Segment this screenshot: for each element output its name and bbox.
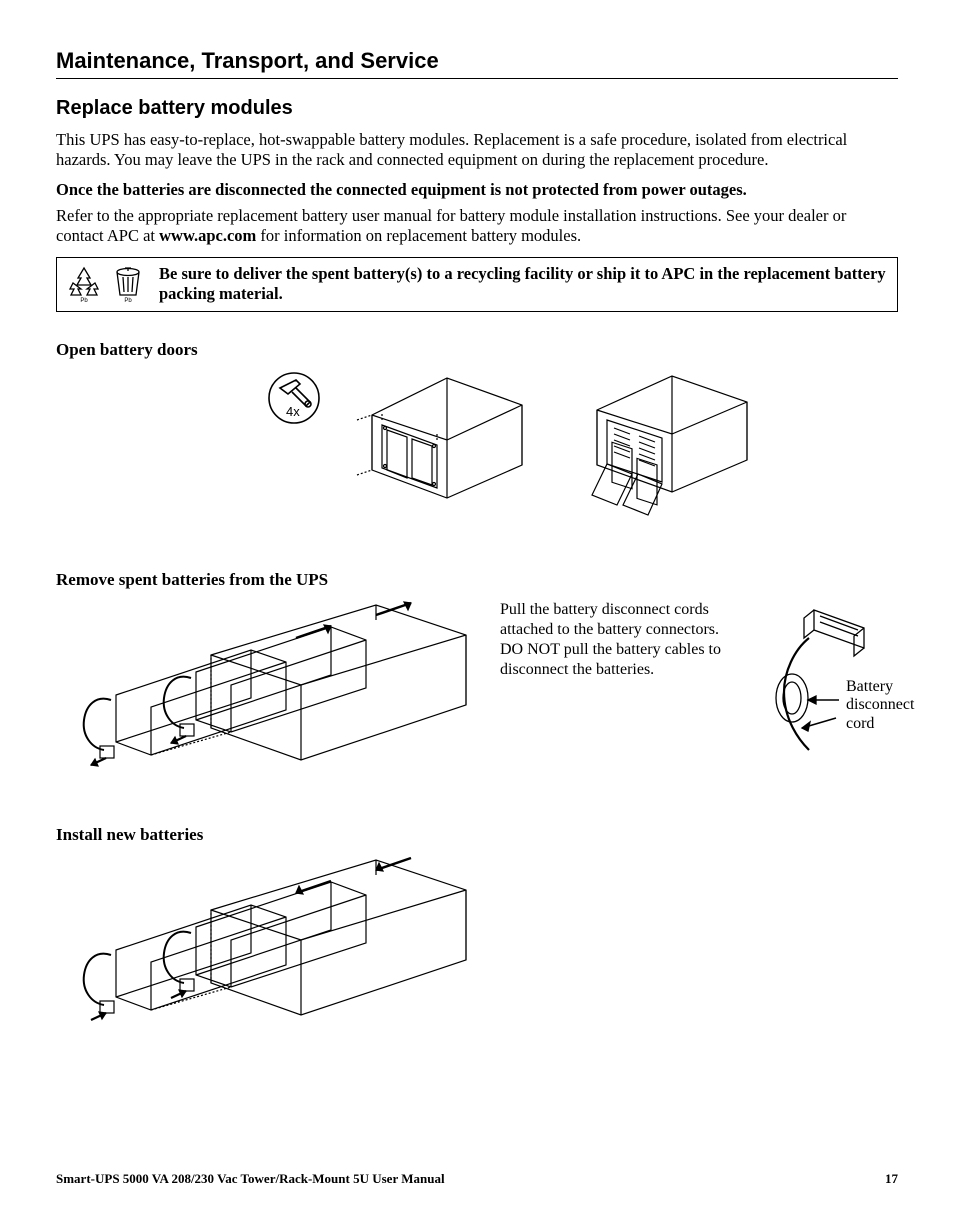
svg-text:Pb: Pb [80, 298, 88, 303]
refer-post: for information on replacement battery m… [256, 226, 581, 245]
footer-page-number: 17 [885, 1171, 898, 1187]
intro-paragraph: This UPS has easy-to-replace, hot-swappa… [56, 130, 898, 170]
step-install-batteries: Install new batteries [56, 825, 898, 1030]
ups-doors-open-icon [562, 370, 762, 520]
page-footer: Smart-UPS 5000 VA 208/230 Vac Tower/Rack… [56, 1171, 898, 1187]
install-batteries-diagram-icon [56, 855, 898, 1030]
step-open-doors: Open battery doors 4x [56, 340, 898, 520]
step1-figures: 4x [56, 370, 898, 520]
refer-link-text: www.apc.com [159, 226, 256, 245]
recycling-notice-box: Pb Pb Be sure to deliver the spent batte… [56, 257, 898, 312]
notice-text: Be sure to deliver the spent battery(s) … [159, 264, 887, 305]
step-remove-batteries: Remove spent batteries from the UPS [56, 570, 898, 775]
notice-icons: Pb Pb [67, 265, 145, 303]
screwdriver-icon: 4x [266, 370, 322, 426]
step2-aside-text: Pull the battery disconnect cords attach… [500, 600, 730, 680]
disconnect-cord-diagram: Battery disconnect cord [754, 600, 884, 760]
recycle-arrows-icon: Pb [67, 265, 101, 303]
disc-l1: Battery [846, 678, 914, 696]
ups-doors-closed-icon [352, 370, 532, 500]
footer-doc-title: Smart-UPS 5000 VA 208/230 Vac Tower/Rack… [56, 1171, 445, 1187]
recycle-bin-icon: Pb [111, 265, 145, 303]
step1-heading: Open battery doors [56, 340, 898, 360]
screw-count-label: 4x [286, 404, 300, 419]
warning-line: Once the batteries are disconnected the … [56, 180, 898, 200]
subsection-title: Replace battery modules [56, 97, 898, 120]
section-title: Maintenance, Transport, and Service [56, 48, 898, 79]
remove-batteries-diagram-icon [56, 600, 476, 775]
step2-heading: Remove spent batteries from the UPS [56, 570, 898, 590]
disc-l2: disconnect [846, 696, 914, 714]
refer-paragraph: Refer to the appropriate replacement bat… [56, 206, 898, 246]
svg-text:Pb: Pb [124, 298, 132, 303]
disc-l3: cord [846, 715, 914, 733]
step3-heading: Install new batteries [56, 825, 898, 845]
disconnect-cord-label: Battery disconnect cord [846, 678, 914, 733]
